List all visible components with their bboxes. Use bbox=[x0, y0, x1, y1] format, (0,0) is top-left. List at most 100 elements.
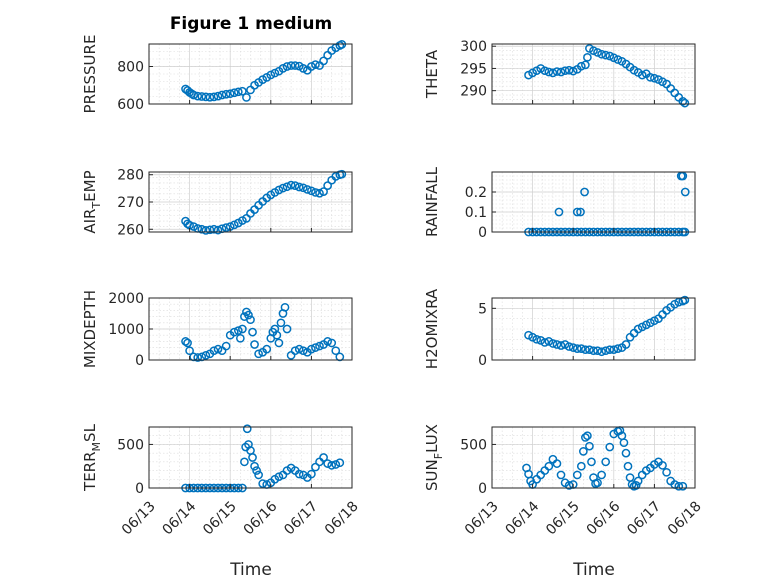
data-point bbox=[319, 56, 328, 66]
axes-frame bbox=[491, 171, 696, 233]
data-point bbox=[536, 470, 546, 480]
data-point bbox=[278, 64, 288, 73]
y-axis-label: TERRMSL bbox=[81, 423, 103, 492]
data-point bbox=[623, 461, 633, 471]
data-point bbox=[680, 98, 690, 108]
data-point bbox=[631, 481, 641, 490]
y-axis-label: AIRTEMP bbox=[81, 170, 103, 233]
data-point bbox=[576, 344, 586, 353]
data-point bbox=[532, 334, 542, 344]
data-point bbox=[619, 438, 629, 448]
x-tick-label: 06/15 bbox=[543, 498, 583, 538]
data-point bbox=[197, 224, 207, 234]
data-point bbox=[593, 478, 602, 488]
data-point bbox=[262, 344, 272, 354]
data-point bbox=[581, 60, 590, 70]
x-tick-label: 06/18 bbox=[322, 498, 362, 538]
data-point bbox=[589, 46, 598, 56]
data-point bbox=[335, 352, 345, 362]
x-tick-label: 06/17 bbox=[281, 498, 321, 538]
data-point bbox=[282, 182, 292, 192]
x-axis-label-right: Time bbox=[572, 560, 615, 580]
data-point bbox=[564, 342, 574, 351]
y-axis-label: MIXDEPTH bbox=[81, 290, 99, 368]
data-point bbox=[678, 481, 688, 491]
data-point bbox=[217, 90, 227, 100]
data-point bbox=[229, 327, 239, 337]
x-tick-label: 06/18 bbox=[665, 498, 705, 538]
x-tick-label: 06/17 bbox=[624, 498, 664, 538]
data-point bbox=[233, 87, 243, 97]
data-point bbox=[274, 472, 284, 482]
data-point bbox=[637, 470, 647, 480]
y-tick-label: 260 bbox=[117, 222, 144, 238]
data-point bbox=[307, 344, 316, 354]
data-point bbox=[548, 68, 558, 78]
data-point bbox=[252, 466, 261, 475]
subplot-sun-flux: 0 500 06/13 06/14 06/15 06/16 06/17 06/18 SUNFLU… bbox=[423, 424, 705, 538]
data-point bbox=[254, 470, 263, 480]
data-point bbox=[585, 441, 594, 451]
data-point bbox=[544, 67, 554, 77]
data-point bbox=[189, 222, 199, 231]
data-point bbox=[593, 48, 602, 57]
subplot-theta: 290 295 300 THETA bbox=[423, 39, 696, 108]
data-point bbox=[233, 326, 243, 335]
x-tick-label: 06/14 bbox=[160, 498, 200, 538]
subplot-grid: 600 800 PRESSURE 290 295 300 THETA 260 270 280 AIR… bbox=[81, 35, 705, 539]
data-point bbox=[597, 470, 606, 480]
data-point bbox=[294, 469, 304, 479]
subplot-rainfall: 0 0.1 0.2 RAINFALL bbox=[423, 166, 696, 241]
data-point bbox=[213, 91, 223, 101]
data-point bbox=[605, 345, 615, 355]
data-point bbox=[589, 346, 598, 356]
data-point bbox=[331, 460, 341, 469]
data-point bbox=[209, 224, 219, 234]
data-point bbox=[540, 338, 550, 347]
x-tick-label: 06/14 bbox=[503, 498, 543, 538]
data-point bbox=[605, 442, 615, 452]
data-point bbox=[613, 55, 623, 64]
y-tick-label: 0 bbox=[135, 353, 144, 369]
x-tick-label: 06/16 bbox=[584, 498, 624, 538]
subplot-air-temp: 260 270 280 AIRTEMP bbox=[81, 168, 353, 238]
data-point bbox=[225, 89, 235, 99]
y-tick-label: 2000 bbox=[108, 291, 144, 307]
data-point bbox=[272, 330, 282, 340]
data-point bbox=[319, 453, 328, 462]
y-tick-label: 270 bbox=[117, 195, 144, 211]
y-tick-label: 0 bbox=[478, 353, 487, 369]
data-point bbox=[552, 459, 562, 468]
data-point bbox=[327, 338, 337, 348]
data-point bbox=[680, 187, 690, 197]
data-point bbox=[650, 73, 659, 83]
x-tick-label: 06/16 bbox=[241, 498, 281, 538]
y-axis-label: RAINFALL bbox=[423, 166, 441, 237]
y-axis-label: SUNFLUX bbox=[423, 424, 445, 491]
data-point bbox=[556, 470, 566, 480]
y-axis-label: THETA bbox=[423, 49, 441, 99]
data-point bbox=[307, 62, 316, 71]
data-point bbox=[662, 467, 671, 477]
data-point bbox=[587, 457, 596, 467]
data-point bbox=[680, 295, 690, 305]
data-point bbox=[290, 61, 300, 70]
data-point bbox=[601, 346, 611, 356]
y-tick-label: 0 bbox=[135, 481, 144, 497]
data-point bbox=[560, 66, 570, 76]
data-point bbox=[205, 225, 215, 235]
data-point bbox=[298, 64, 308, 73]
data-point bbox=[290, 181, 300, 190]
y-tick-label: 600 bbox=[117, 97, 144, 113]
data-point bbox=[181, 337, 190, 346]
data-point bbox=[678, 96, 688, 106]
x-axis-label-left: Time bbox=[229, 560, 272, 580]
axes-frame bbox=[148, 426, 353, 489]
data-point bbox=[331, 346, 341, 356]
data-point bbox=[298, 346, 308, 356]
data-point bbox=[254, 349, 263, 359]
data-point bbox=[568, 343, 578, 352]
data-point bbox=[201, 226, 211, 235]
data-point bbox=[294, 344, 304, 354]
